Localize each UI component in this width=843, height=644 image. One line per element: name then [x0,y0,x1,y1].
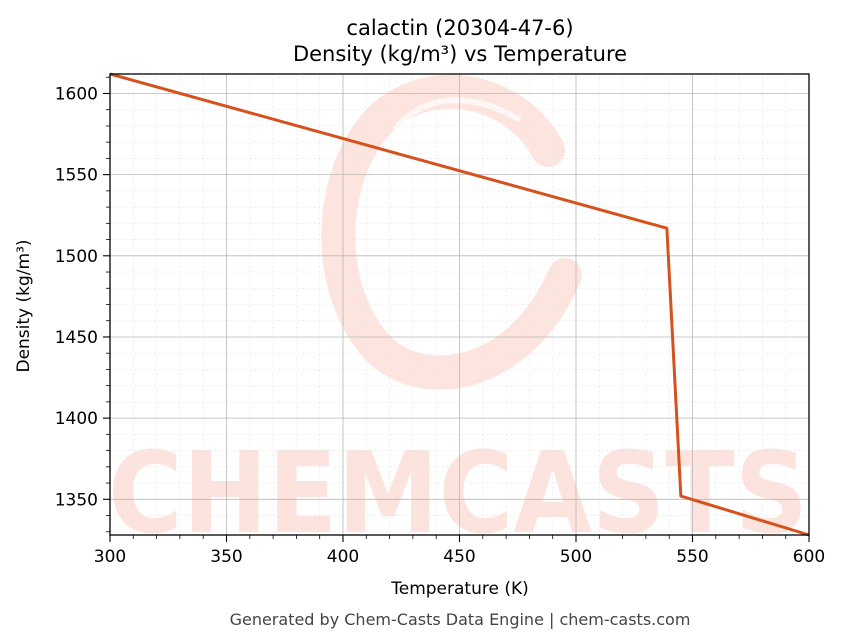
y-tick-label: 1400 [55,409,98,429]
x-tick-label: 400 [327,547,359,567]
footer-credit: Generated by Chem-Casts Data Engine | ch… [230,610,691,629]
series-line [109,72,810,537]
y-tick-label: 1350 [55,490,98,510]
x-tick-label: 550 [676,547,708,567]
ticks [103,76,810,542]
chart-title: calactin (20304-47-6) [346,16,573,40]
y-axis-label: Density (kg/m³) [14,239,34,372]
series-layer [109,72,810,537]
x-tick-label: 350 [210,547,242,567]
tick-labels: 300 350 400 450 500 550 600 1350 1400 1450 1500 155… [55,84,825,567]
x-axis-label: Temperature (K) [390,579,529,599]
y-tick-label: 1600 [55,84,98,104]
x-tick-label: 300 [94,547,126,567]
y-tick-label: 1500 [55,247,98,267]
y-tick-label: 1450 [55,328,98,348]
x-tick-label: 500 [560,547,592,567]
x-tick-label: 450 [443,547,475,567]
chart-subtitle: Density (kg/m³) vs Temperature [293,42,627,66]
watermark-text: CHEMCASTS [108,429,808,559]
y-tick-label: 1550 [55,166,98,186]
x-tick-label: 600 [793,547,825,567]
